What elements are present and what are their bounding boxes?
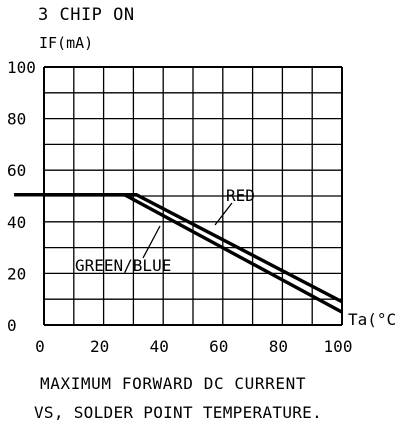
y-axis-label: IF(mA) bbox=[39, 34, 93, 52]
y-tick-label: 80 bbox=[7, 110, 26, 129]
y-tick-label: 0 bbox=[7, 316, 17, 335]
tick-labels: 0 20 40 60 80 100 0 20 40 60 80 100 bbox=[7, 58, 352, 356]
grid bbox=[43, 66, 343, 326]
red-label-leader bbox=[214, 202, 233, 226]
series-label-green-blue: GREEN/BLUE bbox=[75, 256, 171, 275]
x-tick-label: 80 bbox=[269, 337, 288, 356]
x-tick-label: 0 bbox=[35, 337, 45, 356]
x-tick-label: 40 bbox=[150, 337, 169, 356]
caption-line-2: VS, SOLDER POINT TEMPERATURE. bbox=[34, 403, 322, 422]
caption-line-1: MAXIMUM FORWARD DC CURRENT bbox=[40, 374, 306, 393]
x-tick-label: 60 bbox=[209, 337, 228, 356]
chart-header: 3 CHIP ON bbox=[38, 5, 135, 25]
y-tick-label: 20 bbox=[7, 264, 26, 283]
y-tick-label: 100 bbox=[7, 58, 36, 77]
y-tick-label: 40 bbox=[7, 213, 26, 232]
series-label-red: RED bbox=[226, 186, 255, 205]
series-line-green-blue bbox=[14, 193, 343, 314]
x-tick-label: 100 bbox=[324, 337, 353, 356]
series-lines bbox=[14, 193, 343, 314]
y-tick-label: 60 bbox=[7, 161, 26, 180]
x-tick-label: 20 bbox=[90, 337, 109, 356]
green-blue-label-leader bbox=[142, 225, 161, 259]
x-axis-label: Ta(°C bbox=[348, 310, 396, 329]
